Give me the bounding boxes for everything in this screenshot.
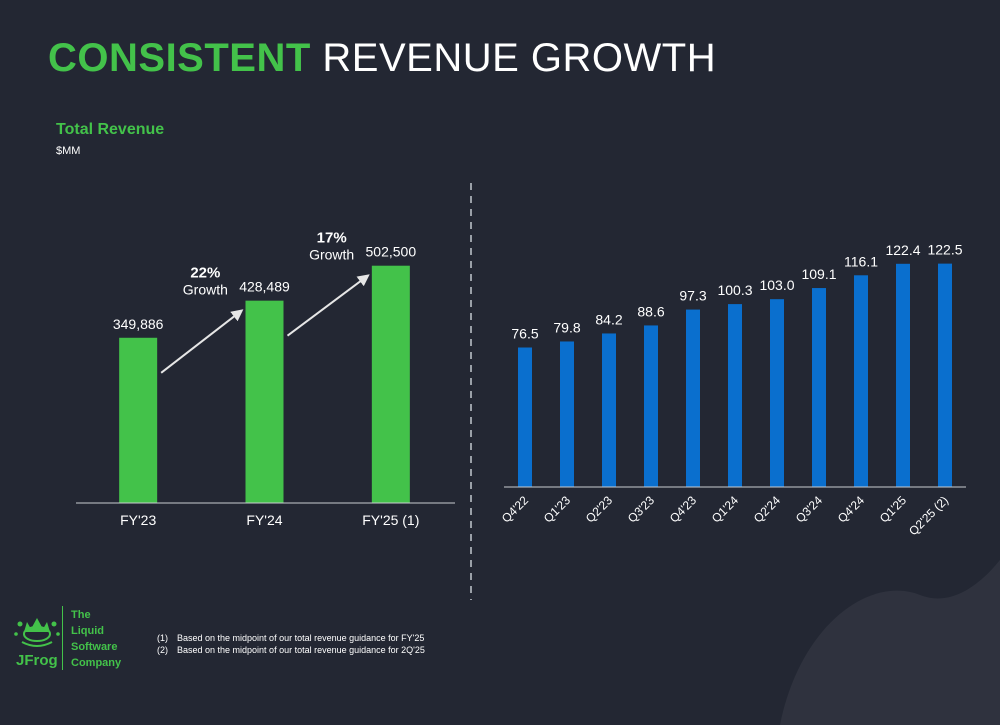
annual-bar xyxy=(371,265,410,503)
footnote-text: Based on the midpoint of our total reven… xyxy=(177,645,425,655)
footnote-number: (1) xyxy=(157,633,168,643)
annual-value-label: 349,886 xyxy=(113,316,164,332)
growth-percent-label: 17% xyxy=(317,230,347,247)
quarterly-value-label: 122.5 xyxy=(927,242,962,258)
quarterly-category-label: Q2'23 xyxy=(583,493,616,526)
quarterly-category-label: Q1'23 xyxy=(541,493,574,526)
page-title-rest: REVENUE GROWTH xyxy=(310,36,717,80)
annual-category-label: FY'23 xyxy=(120,512,156,528)
logo-tagline: The Liquid Software Company xyxy=(71,607,121,671)
total-revenue-unit: $MM xyxy=(56,145,81,157)
quarterly-value-label: 76.5 xyxy=(511,326,538,342)
quarterly-category-label: Q2'24 xyxy=(751,493,784,526)
logo-divider xyxy=(62,606,63,670)
footnote-1: (1) Based on the midpoint of our total r… xyxy=(157,632,425,644)
footnote-2: (2) Based on the midpoint of our total r… xyxy=(157,644,425,656)
quarterly-category-label: Q3'23 xyxy=(625,493,658,526)
quarterly-category-label: Q4'24 xyxy=(835,493,868,526)
quarterly-bar xyxy=(518,347,532,487)
tagline-line: The xyxy=(71,609,91,621)
growth-text-label: Growth xyxy=(183,282,228,298)
quarterly-bar xyxy=(602,333,616,487)
page-title-accent: CONSISTENT xyxy=(48,36,311,80)
growth-percent-label: 22% xyxy=(190,265,220,282)
annual-revenue-chart: 349,886 FY'23 428,489 FY'24 502,500 FY'25 (1)… xyxy=(76,230,455,528)
jfrog-logo-wordmark: JFrog xyxy=(16,652,58,669)
jfrog-logo-icon xyxy=(14,618,60,647)
quarterly-value-label: 97.3 xyxy=(679,288,706,304)
quarterly-bar xyxy=(770,299,784,487)
annual-value-label: 502,500 xyxy=(366,244,417,260)
quarterly-bar xyxy=(560,341,574,487)
quarterly-value-label: 84.2 xyxy=(595,311,622,327)
quarterly-bar xyxy=(896,263,910,487)
page-title: CONSISTENT REVENUE GROWTH xyxy=(48,36,716,81)
annual-bar xyxy=(119,337,158,503)
quarterly-category-label: Q3'24 xyxy=(793,493,826,526)
tagline-line: Company xyxy=(71,657,122,669)
quarterly-bar xyxy=(938,263,952,487)
annual-category-label: FY'24 xyxy=(246,512,282,528)
footnotes: (1) Based on the midpoint of our total r… xyxy=(157,632,425,656)
quarterly-category-label: Q1'25 xyxy=(877,493,910,526)
quarterly-category-label: Q4'23 xyxy=(667,493,700,526)
growth-arrow xyxy=(160,309,244,374)
quarterly-value-label: 116.1 xyxy=(844,253,878,269)
annual-bar xyxy=(245,300,284,503)
revenue-charts: 349,886 FY'23 428,489 FY'24 502,500 FY'25 (1)… xyxy=(76,183,966,600)
tagline-line: Software xyxy=(71,641,118,653)
quarterly-value-label: 100.3 xyxy=(717,282,752,298)
growth-text-label: Growth xyxy=(309,247,354,263)
growth-arrow xyxy=(286,274,370,337)
quarterly-bar xyxy=(728,304,742,487)
quarterly-bar xyxy=(812,288,826,487)
quarterly-category-label: Q4'22 xyxy=(499,493,532,526)
quarterly-bar xyxy=(686,309,700,487)
quarterly-bar xyxy=(854,275,868,487)
quarterly-value-label: 103.0 xyxy=(759,277,794,293)
footnote-text: Based on the midpoint of our total reven… xyxy=(177,633,425,643)
annual-value-label: 428,489 xyxy=(239,279,290,295)
quarterly-value-label: 109.1 xyxy=(801,266,836,282)
footnote-number: (2) xyxy=(157,645,168,655)
quarterly-category-label: Q2'25 (2) xyxy=(906,493,951,538)
quarterly-revenue-chart: 76.5 Q4'22 79.8 Q1'23 84.2 Q2'23 88.6 Q3'23 97.3… xyxy=(499,242,966,538)
quarterly-bar xyxy=(644,325,658,487)
quarterly-value-label: 122.4 xyxy=(885,242,920,258)
total-revenue-title: Total Revenue xyxy=(56,121,165,138)
quarterly-value-label: 88.6 xyxy=(637,303,664,319)
annual-category-label: FY'25 (1) xyxy=(362,512,419,528)
quarterly-category-label: Q1'24 xyxy=(709,493,742,526)
quarterly-value-label: 79.8 xyxy=(553,319,580,335)
tagline-line: Liquid xyxy=(71,625,104,637)
